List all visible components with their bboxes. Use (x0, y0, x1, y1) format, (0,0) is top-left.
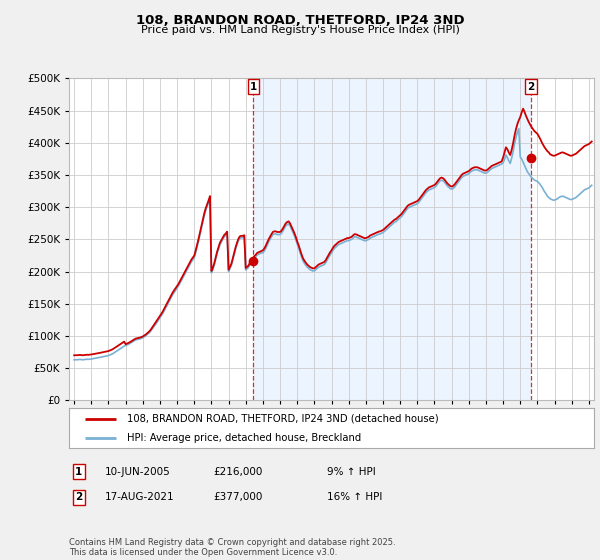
Text: Contains HM Land Registry data © Crown copyright and database right 2025.
This d: Contains HM Land Registry data © Crown c… (69, 538, 395, 557)
Text: 108, BRANDON ROAD, THETFORD, IP24 3ND (detached house): 108, BRANDON ROAD, THETFORD, IP24 3ND (d… (127, 414, 439, 424)
Text: 1: 1 (75, 466, 82, 477)
Text: 16% ↑ HPI: 16% ↑ HPI (327, 492, 382, 502)
Text: 108, BRANDON ROAD, THETFORD, IP24 3ND: 108, BRANDON ROAD, THETFORD, IP24 3ND (136, 14, 464, 27)
Text: 1: 1 (250, 82, 257, 92)
Text: £377,000: £377,000 (213, 492, 262, 502)
Text: 2: 2 (527, 82, 535, 92)
Text: HPI: Average price, detached house, Breckland: HPI: Average price, detached house, Brec… (127, 432, 361, 442)
Text: 9% ↑ HPI: 9% ↑ HPI (327, 466, 376, 477)
Bar (253, 78, 531, 400)
Text: 2: 2 (75, 492, 82, 502)
Text: £216,000: £216,000 (213, 466, 262, 477)
Text: Price paid vs. HM Land Registry's House Price Index (HPI): Price paid vs. HM Land Registry's House … (140, 25, 460, 35)
Text: 17-AUG-2021: 17-AUG-2021 (105, 492, 175, 502)
Text: 10-JUN-2005: 10-JUN-2005 (105, 466, 171, 477)
